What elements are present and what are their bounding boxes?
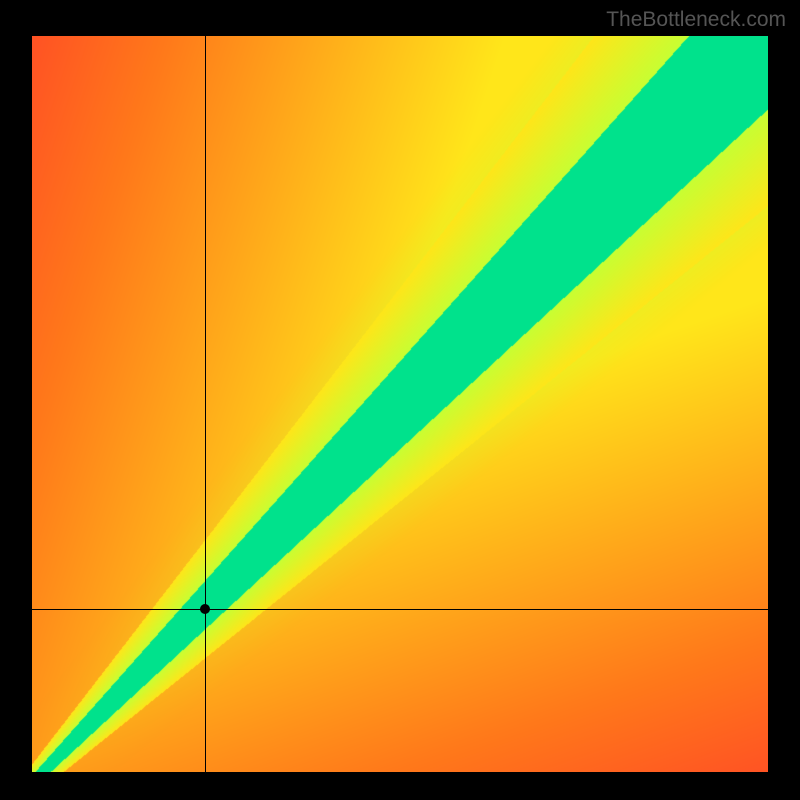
plot-area (32, 36, 768, 772)
data-point-marker (200, 604, 210, 614)
crosshair-horizontal (32, 609, 768, 610)
chart-container: TheBottleneck.com (0, 0, 800, 800)
attribution-text: TheBottleneck.com (606, 8, 786, 32)
crosshair-vertical (205, 36, 206, 772)
heatmap-canvas (32, 36, 768, 772)
